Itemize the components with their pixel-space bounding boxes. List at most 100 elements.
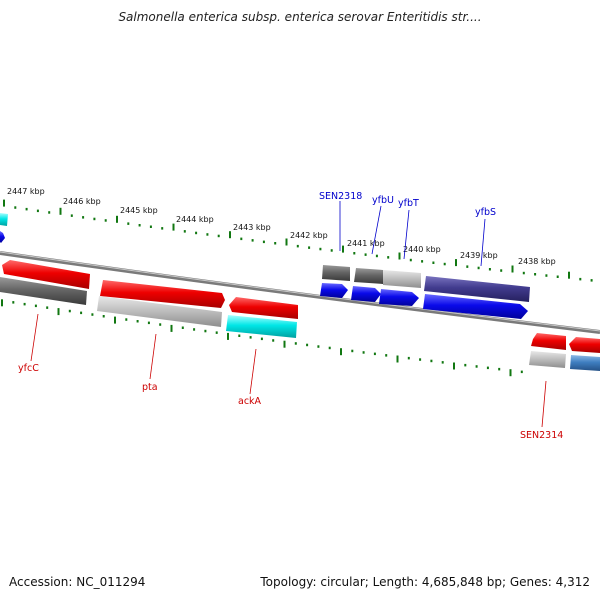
minor-tick	[68, 309, 71, 313]
gene-feature-cyan-edge[interactable]	[0, 213, 8, 226]
minor-tick	[432, 261, 435, 264]
gene-feature-red-3[interactable]	[229, 297, 298, 319]
minor-tick	[159, 323, 162, 326]
minor-tick	[319, 247, 322, 251]
minor-tick	[385, 354, 388, 357]
minor-tick	[195, 231, 198, 235]
gene-SEN2314[interactable]	[531, 333, 566, 350]
accession-text: Accession: NC_011294	[9, 575, 146, 589]
minor-tick	[387, 256, 390, 259]
minor-tick	[328, 346, 331, 350]
gene-yfbT[interactable]	[383, 270, 421, 288]
scale-label: 2442 kbp	[290, 231, 328, 240]
gene-yfcC[interactable]	[2, 260, 90, 289]
minor-tick	[274, 242, 277, 245]
major-tick	[511, 265, 514, 273]
gene-label-yfbS[interactable]: yfbS	[475, 207, 496, 218]
gene-label-SEN2318[interactable]: SEN2318	[319, 191, 362, 202]
gene-feature-blue-edge[interactable]	[0, 231, 5, 243]
scale-labels: 2447 kbp 2446 kbp 2445 kbp 2444 kbp 2443…	[7, 187, 556, 266]
gene-label-pta[interactable]: pta	[142, 382, 158, 393]
outer-scale-ticks	[3, 199, 593, 282]
minor-tick	[306, 343, 309, 347]
minor-tick	[419, 358, 422, 361]
minor-tick	[215, 331, 218, 334]
minor-tick	[375, 254, 378, 258]
minor-tick	[294, 342, 297, 345]
gene-label-yfbT[interactable]: yfbT	[398, 198, 419, 209]
minor-tick	[161, 227, 164, 230]
label-leaders	[30, 201, 547, 428]
minor-tick	[183, 230, 186, 233]
major-tick	[342, 245, 344, 253]
gene-yfbS[interactable]	[424, 276, 530, 302]
minor-tick	[545, 274, 548, 277]
gene-feature-blue-2[interactable]	[351, 286, 381, 302]
gene-label-yfcC[interactable]: yfcC	[18, 363, 39, 374]
minor-tick	[14, 206, 17, 209]
major-tick	[227, 332, 229, 340]
minor-tick	[238, 334, 241, 337]
minor-tick	[193, 328, 196, 331]
gene-feature-steel-edge[interactable]	[570, 355, 600, 371]
gene-feature-lightgray-2[interactable]	[529, 351, 566, 368]
major-tick	[59, 207, 62, 215]
minor-tick	[353, 252, 356, 255]
minor-tick	[149, 225, 152, 228]
minor-tick	[522, 271, 525, 275]
minor-tick	[486, 366, 489, 370]
minor-tick	[260, 337, 263, 341]
minor-tick	[217, 234, 220, 238]
gene-feature-blue-4[interactable]	[423, 294, 528, 319]
major-tick	[114, 316, 116, 324]
major-tick	[283, 340, 286, 348]
minor-tick	[296, 244, 299, 248]
major-tick	[285, 238, 288, 246]
minor-tick	[466, 265, 469, 268]
minor-tick	[464, 363, 467, 367]
genome-title: Salmonella enterica subsp. enterica sero…	[118, 10, 482, 24]
gene-feature-lightgray-1[interactable]	[97, 296, 222, 327]
minor-tick	[579, 277, 582, 281]
minor-tick	[249, 336, 252, 339]
minor-tick	[82, 216, 85, 219]
gene-feature-red-edge[interactable]	[569, 337, 600, 353]
minor-tick	[251, 239, 254, 242]
gene-label-yfbU[interactable]: yfbU	[372, 195, 394, 206]
major-tick	[509, 369, 512, 377]
minor-tick	[34, 304, 37, 308]
scale-label: 2443 kbp	[233, 223, 271, 232]
major-tick	[455, 259, 457, 267]
minor-tick	[477, 266, 480, 270]
minor-tick	[127, 222, 130, 225]
genome-stats-text: Topology: circular; Length: 4,685,848 bp…	[260, 575, 590, 589]
gene-feature-blue-3[interactable]	[379, 289, 419, 306]
gene-label-ackA[interactable]: ackA	[238, 396, 262, 407]
gene-feature-gray-1[interactable]	[0, 277, 87, 305]
minor-tick	[46, 306, 49, 309]
gene-yfbU[interactable]	[354, 268, 383, 284]
minor-tick	[475, 365, 478, 368]
scale-label: 2447 kbp	[7, 187, 45, 196]
major-tick	[172, 223, 175, 231]
major-tick	[3, 199, 5, 207]
minor-tick	[590, 279, 593, 282]
major-tick	[57, 308, 60, 316]
gene-SEN2318[interactable]	[322, 265, 350, 281]
gene-pta[interactable]	[100, 280, 225, 308]
scale-label: 2446 kbp	[63, 197, 101, 206]
major-tick	[398, 252, 401, 260]
inner-scale-ticks	[1, 299, 523, 377]
gene-feature-blue-1[interactable]	[320, 283, 348, 298]
scale-label: 2439 kbp	[460, 251, 498, 260]
scale-label: 2444 kbp	[176, 215, 214, 224]
gene-ackA[interactable]	[226, 315, 297, 338]
major-tick	[116, 215, 118, 223]
gene-label-SEN2314[interactable]: SEN2314	[520, 430, 563, 441]
minor-tick	[23, 302, 26, 306]
minor-tick	[362, 351, 365, 354]
minor-tick	[206, 233, 209, 236]
genome-backbone	[0, 251, 600, 334]
minor-tick	[147, 321, 150, 325]
